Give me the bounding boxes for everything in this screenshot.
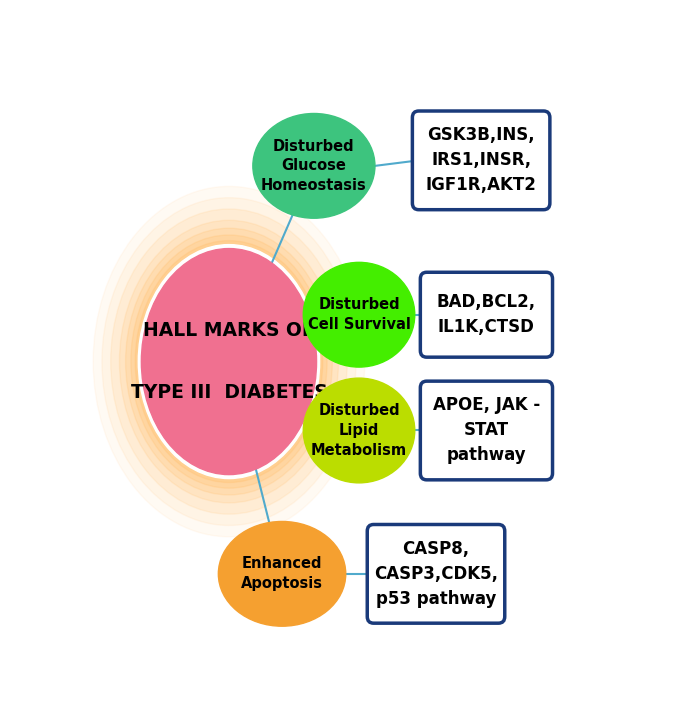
FancyBboxPatch shape [421,381,553,480]
Ellipse shape [125,228,332,495]
Text: BAD,BCL2,
IL1K,CTSD: BAD,BCL2, IL1K,CTSD [437,294,536,337]
Ellipse shape [111,209,347,514]
Ellipse shape [303,378,414,483]
Text: CASP8,
CASP3,CDK5,
p53 pathway: CASP8, CASP3,CDK5, p53 pathway [374,540,498,608]
Ellipse shape [141,248,316,475]
Text: APOE, JAK -
STAT
pathway: APOE, JAK - STAT pathway [433,397,540,465]
Text: Disturbed
Glucose
Homeostasis: Disturbed Glucose Homeostasis [261,139,366,193]
Ellipse shape [119,221,338,503]
Ellipse shape [135,241,323,483]
Ellipse shape [138,245,320,478]
Ellipse shape [131,235,327,488]
Ellipse shape [303,262,414,367]
Text: Disturbed
Cell Survival: Disturbed Cell Survival [308,297,410,332]
Text: Enhanced
Apoptosis: Enhanced Apoptosis [241,556,323,591]
FancyBboxPatch shape [412,111,550,210]
Text: GSK3B,INS,
IRS1,INSR,
IGF1R,AKT2: GSK3B,INS, IRS1,INSR, IGF1R,AKT2 [425,126,536,194]
Text: Disturbed
Lipid
Metabolism: Disturbed Lipid Metabolism [311,403,407,458]
Ellipse shape [93,186,364,537]
Ellipse shape [102,198,356,526]
Text: HALL MARKS OF

TYPE III  DIABETES: HALL MARKS OF TYPE III DIABETES [131,321,327,402]
FancyBboxPatch shape [367,525,505,623]
Ellipse shape [253,113,375,218]
FancyBboxPatch shape [421,272,553,357]
Ellipse shape [219,521,346,626]
